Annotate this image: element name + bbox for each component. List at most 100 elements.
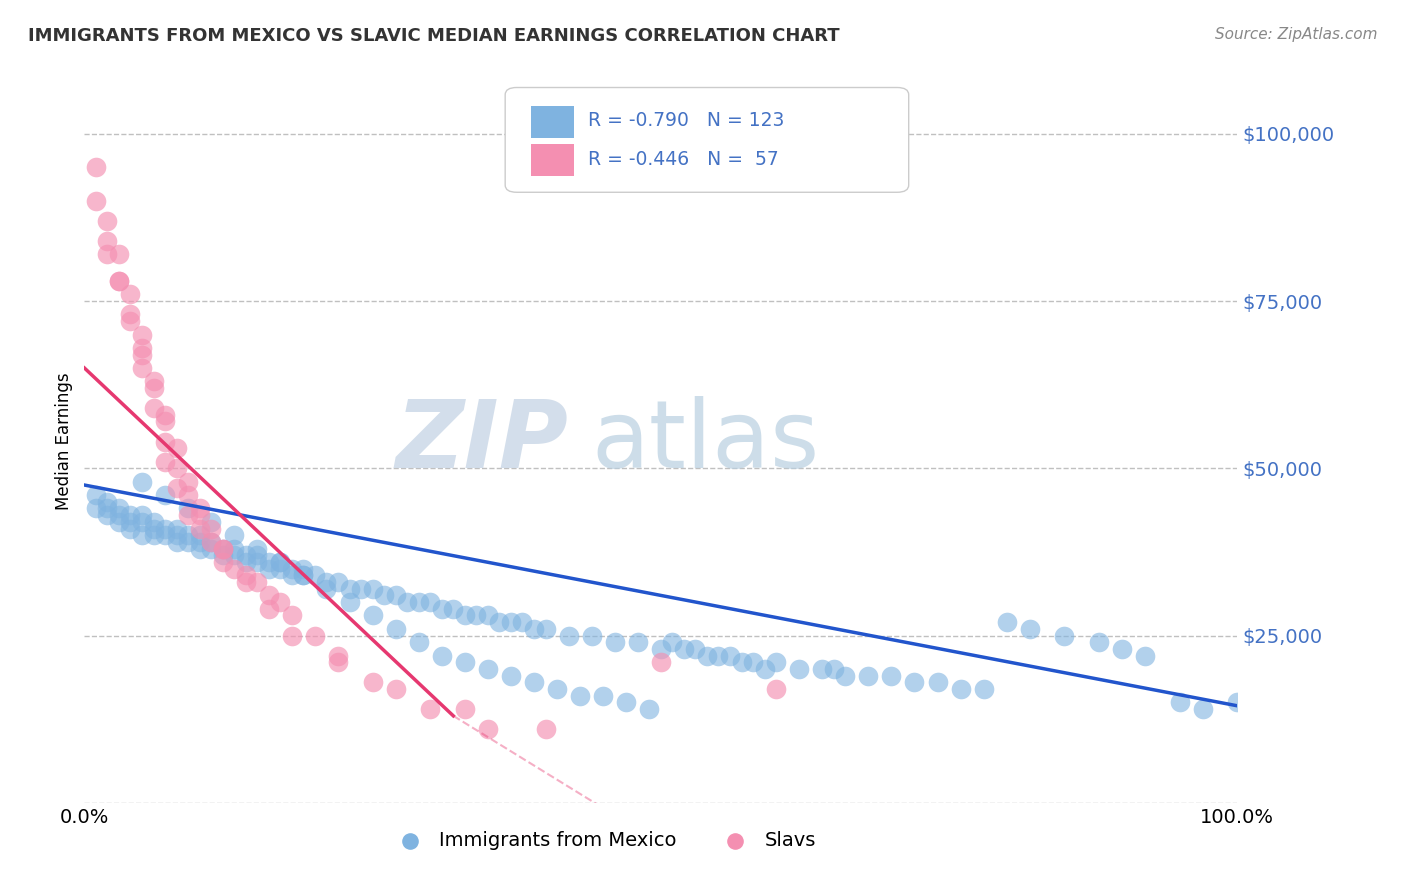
Point — [84, 501, 107, 516]
Point — [1053, 628, 1076, 642]
Point — [177, 528, 200, 542]
Point — [614, 696, 637, 710]
Point — [84, 194, 107, 208]
Point — [142, 381, 165, 395]
Point — [142, 521, 165, 535]
Point — [131, 327, 153, 342]
Point — [224, 528, 246, 542]
Point — [120, 515, 142, 529]
Point — [211, 555, 233, 569]
Point — [339, 582, 361, 596]
Point — [292, 568, 315, 582]
Point — [211, 541, 233, 556]
Point — [949, 681, 972, 696]
Point — [787, 662, 810, 676]
Point — [120, 314, 142, 328]
Point — [454, 702, 477, 716]
Bar — [530, 144, 575, 177]
Point — [326, 655, 349, 669]
Point — [499, 669, 522, 683]
Point — [84, 488, 107, 502]
Point — [512, 615, 534, 630]
Text: R = -0.446   N =  57: R = -0.446 N = 57 — [588, 150, 779, 169]
Point — [108, 274, 131, 288]
Point — [811, 662, 834, 676]
Point — [153, 454, 176, 469]
Point — [108, 508, 131, 523]
Point — [153, 434, 176, 449]
Point — [200, 534, 222, 549]
Point — [754, 662, 776, 676]
Point — [188, 501, 211, 516]
Point — [499, 615, 522, 630]
Point — [269, 595, 291, 609]
Point — [408, 635, 430, 649]
Point — [384, 681, 406, 696]
Point — [188, 521, 211, 535]
Point — [153, 521, 176, 535]
Point — [235, 575, 257, 590]
Point — [166, 482, 188, 496]
Point — [1018, 622, 1040, 636]
Point — [396, 595, 419, 609]
Point — [326, 575, 349, 590]
Point — [153, 408, 176, 422]
Point — [650, 655, 672, 669]
Point — [408, 595, 430, 609]
Point — [177, 501, 200, 516]
Point — [707, 648, 730, 663]
Point — [131, 348, 153, 362]
Point — [224, 562, 246, 576]
Point — [523, 622, 546, 636]
Point — [131, 341, 153, 355]
Point — [1226, 696, 1249, 710]
Point — [246, 575, 269, 590]
Point — [188, 541, 211, 556]
Point — [257, 555, 280, 569]
Point — [384, 589, 406, 603]
Point — [153, 528, 176, 542]
Point — [315, 582, 337, 596]
Point — [166, 461, 188, 475]
Point — [927, 675, 949, 690]
Point — [188, 508, 211, 523]
Point — [166, 534, 188, 549]
Point — [235, 548, 257, 563]
Point — [131, 475, 153, 489]
Point — [430, 602, 453, 616]
Bar — [530, 105, 575, 138]
Point — [166, 528, 188, 542]
Point — [823, 662, 845, 676]
Point — [257, 589, 280, 603]
Point — [131, 515, 153, 529]
Point — [373, 589, 395, 603]
Point — [315, 575, 337, 590]
Point — [765, 681, 787, 696]
Point — [430, 648, 453, 663]
Point — [96, 234, 118, 248]
Point — [546, 681, 568, 696]
Point — [177, 534, 200, 549]
Point — [142, 515, 165, 529]
Point — [465, 608, 488, 623]
Point — [108, 515, 131, 529]
Point — [419, 595, 441, 609]
Text: ZIP: ZIP — [395, 395, 568, 488]
Point — [742, 655, 765, 669]
Point — [880, 669, 903, 683]
Text: R = -0.790   N = 123: R = -0.790 N = 123 — [588, 112, 785, 130]
Point — [384, 622, 406, 636]
Point — [96, 213, 118, 227]
Point — [177, 488, 200, 502]
Point — [730, 655, 752, 669]
Point — [211, 548, 233, 563]
Point — [326, 648, 349, 663]
Point — [281, 562, 304, 576]
Point — [269, 555, 291, 569]
Point — [108, 247, 131, 261]
Point — [224, 541, 246, 556]
Point — [131, 528, 153, 542]
Point — [177, 475, 200, 489]
Point — [765, 655, 787, 669]
Point — [269, 555, 291, 569]
